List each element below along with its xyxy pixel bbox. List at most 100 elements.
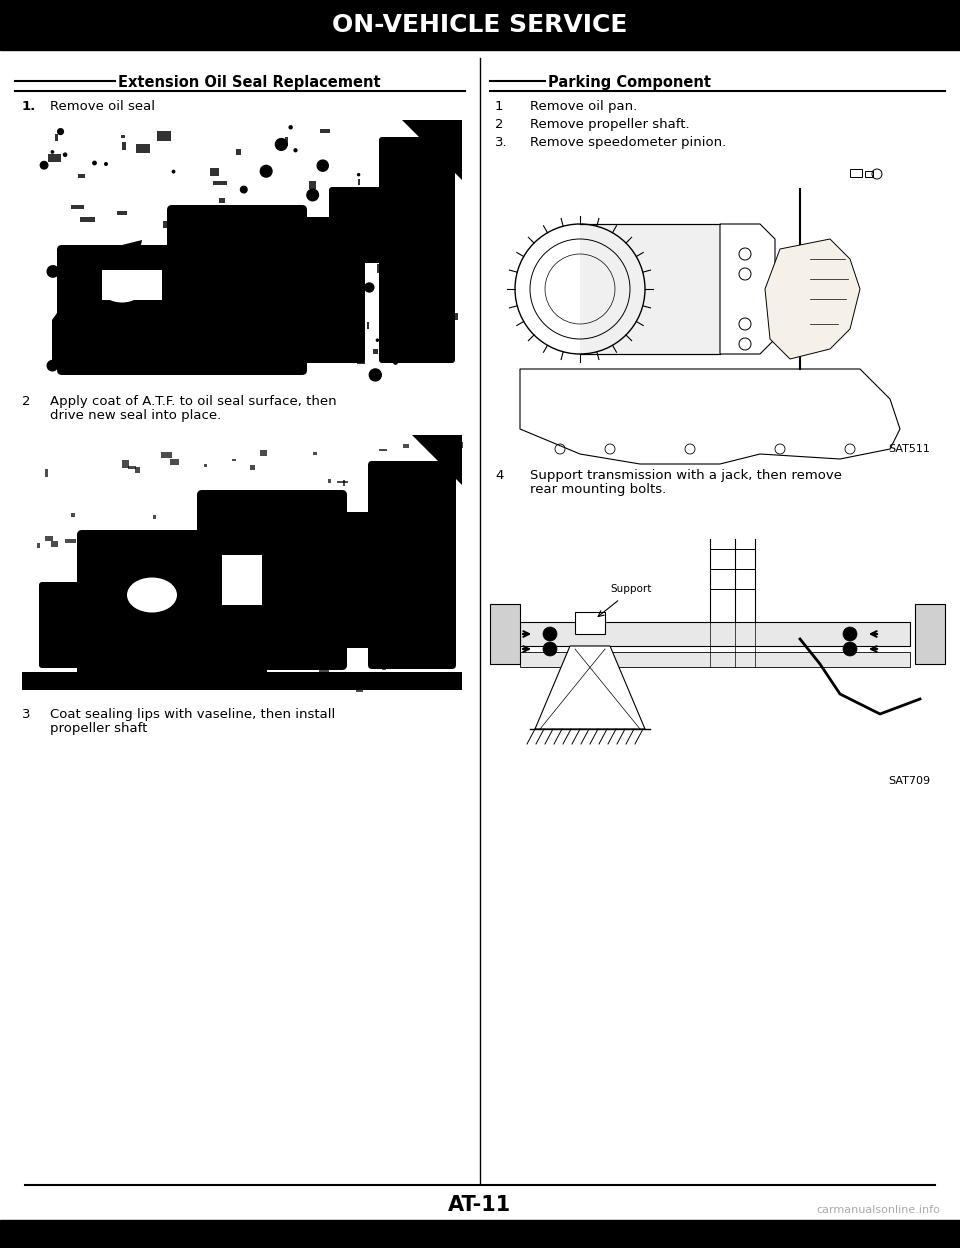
Bar bbox=[118, 575, 123, 583]
Circle shape bbox=[250, 318, 255, 324]
Bar bbox=[520, 651, 910, 666]
Circle shape bbox=[190, 212, 201, 222]
Text: AT-11: AT-11 bbox=[448, 1196, 512, 1216]
Bar bbox=[157, 131, 171, 141]
Bar bbox=[249, 339, 252, 346]
Bar bbox=[365, 590, 373, 598]
Bar bbox=[437, 188, 443, 190]
Bar bbox=[575, 612, 605, 634]
Circle shape bbox=[99, 324, 101, 327]
Ellipse shape bbox=[127, 578, 177, 613]
Circle shape bbox=[230, 258, 235, 263]
Bar bbox=[374, 574, 385, 579]
Circle shape bbox=[431, 275, 435, 278]
Bar bbox=[123, 461, 130, 468]
Bar bbox=[232, 459, 236, 461]
Circle shape bbox=[394, 361, 397, 364]
Bar bbox=[426, 300, 436, 310]
Bar bbox=[37, 543, 40, 548]
Polygon shape bbox=[52, 240, 142, 369]
Bar bbox=[344, 326, 355, 334]
Bar bbox=[455, 466, 461, 469]
Circle shape bbox=[91, 247, 93, 250]
Bar bbox=[453, 442, 463, 448]
Bar bbox=[865, 171, 873, 177]
Bar bbox=[297, 608, 306, 614]
Circle shape bbox=[252, 314, 259, 322]
Bar bbox=[216, 352, 218, 357]
Bar bbox=[850, 168, 862, 177]
Bar bbox=[386, 242, 389, 251]
Circle shape bbox=[276, 139, 287, 150]
Circle shape bbox=[259, 280, 268, 290]
FancyBboxPatch shape bbox=[279, 217, 365, 363]
Circle shape bbox=[543, 626, 557, 641]
Bar bbox=[223, 347, 227, 354]
Bar bbox=[406, 319, 410, 329]
Circle shape bbox=[146, 288, 151, 293]
Bar bbox=[277, 605, 282, 610]
Circle shape bbox=[172, 171, 175, 172]
Bar bbox=[102, 247, 112, 256]
Bar bbox=[213, 615, 224, 618]
Circle shape bbox=[419, 342, 423, 347]
Bar bbox=[446, 162, 462, 171]
Circle shape bbox=[317, 160, 328, 171]
Bar bbox=[261, 527, 271, 533]
Circle shape bbox=[58, 129, 63, 135]
Circle shape bbox=[325, 257, 331, 262]
Bar bbox=[79, 173, 85, 178]
Bar bbox=[354, 266, 363, 271]
Bar bbox=[351, 280, 355, 282]
Bar bbox=[81, 217, 95, 222]
Text: Support transmission with a jack, then remove: Support transmission with a jack, then r… bbox=[530, 469, 842, 482]
FancyBboxPatch shape bbox=[197, 490, 347, 670]
Circle shape bbox=[260, 166, 272, 177]
Text: ON-VEHICLE SERVICE: ON-VEHICLE SERVICE bbox=[332, 12, 628, 37]
Bar bbox=[435, 497, 438, 503]
Bar bbox=[127, 673, 137, 676]
Circle shape bbox=[843, 626, 857, 641]
Bar bbox=[292, 661, 295, 664]
Bar bbox=[438, 327, 449, 333]
Bar bbox=[327, 301, 340, 310]
Bar bbox=[48, 154, 61, 162]
Circle shape bbox=[376, 339, 378, 341]
Bar bbox=[343, 480, 346, 485]
Bar bbox=[403, 443, 409, 448]
Circle shape bbox=[445, 226, 451, 231]
Bar bbox=[71, 205, 84, 208]
Text: SAT709: SAT709 bbox=[888, 776, 930, 786]
Bar bbox=[301, 343, 315, 349]
Bar bbox=[134, 665, 138, 670]
Text: Coat sealing lips with vaseline, then install: Coat sealing lips with vaseline, then in… bbox=[50, 708, 335, 721]
Bar bbox=[116, 211, 128, 215]
Bar bbox=[65, 539, 77, 543]
Bar bbox=[319, 681, 323, 686]
Text: Apply coat of A.T.F. to oil seal surface, then: Apply coat of A.T.F. to oil seal surface… bbox=[50, 396, 337, 408]
Bar bbox=[260, 451, 267, 456]
Text: 3: 3 bbox=[22, 708, 31, 721]
Circle shape bbox=[422, 216, 434, 227]
Circle shape bbox=[843, 641, 857, 656]
Bar bbox=[22, 671, 462, 690]
Bar bbox=[205, 280, 212, 286]
Bar bbox=[915, 604, 945, 664]
Bar bbox=[157, 617, 169, 618]
Bar bbox=[445, 569, 448, 575]
Bar bbox=[392, 547, 398, 554]
Circle shape bbox=[167, 357, 179, 368]
Circle shape bbox=[66, 257, 78, 270]
Polygon shape bbox=[765, 240, 860, 359]
Circle shape bbox=[227, 319, 231, 323]
Bar bbox=[292, 251, 305, 255]
Bar bbox=[452, 679, 456, 684]
Bar bbox=[262, 567, 271, 573]
Circle shape bbox=[307, 190, 319, 201]
Bar bbox=[437, 469, 441, 474]
Bar bbox=[225, 622, 230, 628]
Text: drive new seal into place.: drive new seal into place. bbox=[50, 409, 221, 422]
Bar bbox=[22, 120, 462, 379]
Bar bbox=[244, 207, 247, 210]
Bar bbox=[165, 679, 170, 686]
